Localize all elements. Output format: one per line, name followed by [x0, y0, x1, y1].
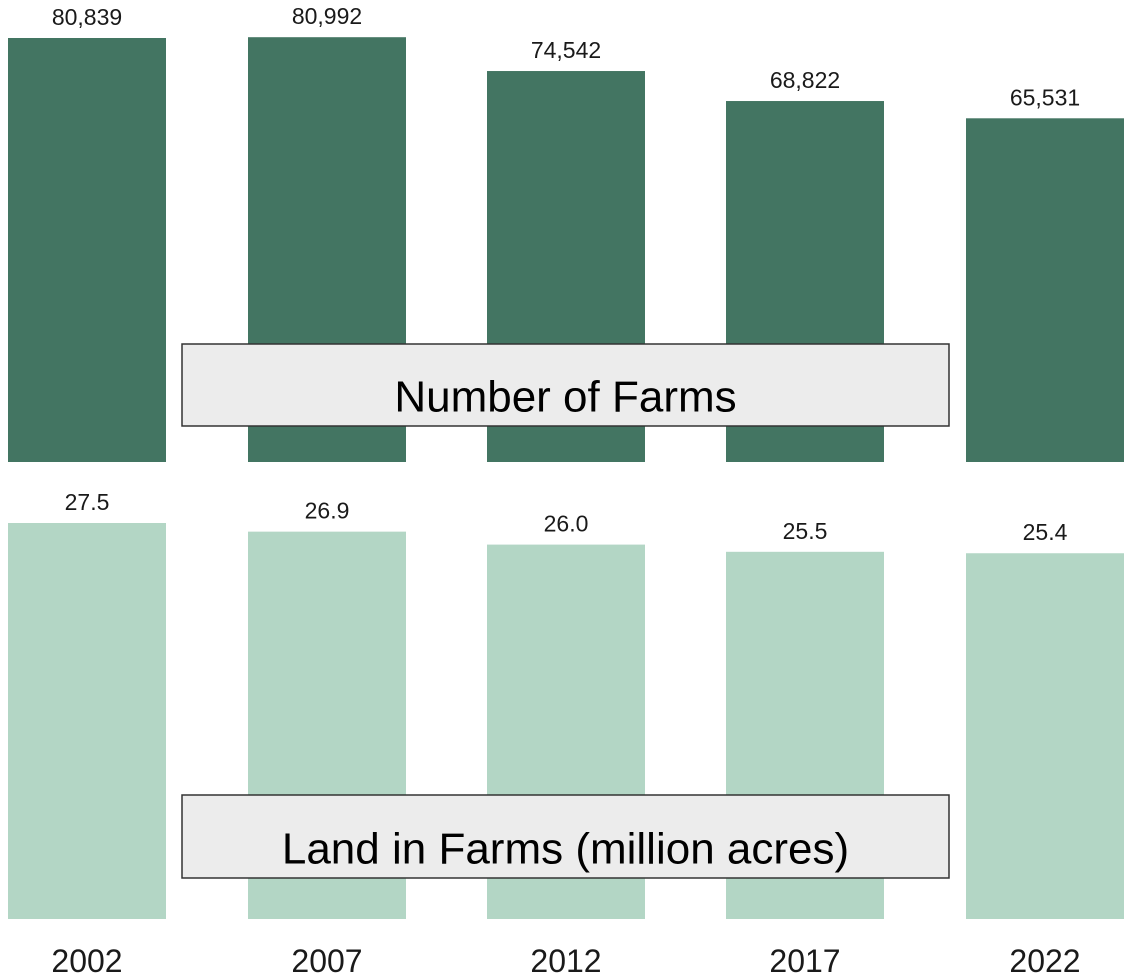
- farms-value-label-2022: 65,531: [1010, 84, 1080, 110]
- land-panel-title: Land in Farms (million acres): [282, 825, 849, 874]
- land-value-label-2012: 26.0: [544, 511, 589, 537]
- year-label-2017: 2017: [769, 943, 840, 979]
- year-label-2012: 2012: [530, 943, 601, 979]
- number-of-farms-panel: 80,839 80,992 74,542 68,822 65,531 Number of …: [8, 3, 1124, 463]
- farms-bar-2002: [8, 38, 166, 462]
- farms-value-label-2002: 80,839: [52, 4, 122, 30]
- farms-value-label-2007: 80,992: [292, 3, 362, 29]
- land-value-label-2007: 26.9: [305, 498, 350, 524]
- farms-bar-2022: [966, 118, 1124, 463]
- x-axis-year-labels: 2002 2007 2012 2017 2022: [51, 943, 1080, 979]
- year-label-2022: 2022: [1009, 943, 1080, 979]
- year-label-2007: 2007: [291, 943, 362, 979]
- land-value-label-2017: 25.5: [783, 518, 828, 544]
- farms-panel-title: Number of Farms: [394, 373, 736, 422]
- land-in-farms-panel: 27.5 26.9 26.0 25.5 25.4 Land in Farms (milli…: [8, 489, 1124, 919]
- land-bar-2022: [966, 553, 1124, 919]
- land-value-label-2022: 25.4: [1023, 519, 1068, 545]
- land-title-box: [181, 794, 950, 879]
- land-value-label-2002: 27.5: [65, 489, 110, 515]
- farms-title-box: [181, 343, 950, 427]
- year-label-2002: 2002: [51, 943, 122, 979]
- land-bar-2002: [8, 523, 166, 919]
- farms-value-label-2012: 74,542: [531, 37, 601, 63]
- farms-value-label-2017: 68,822: [770, 67, 840, 93]
